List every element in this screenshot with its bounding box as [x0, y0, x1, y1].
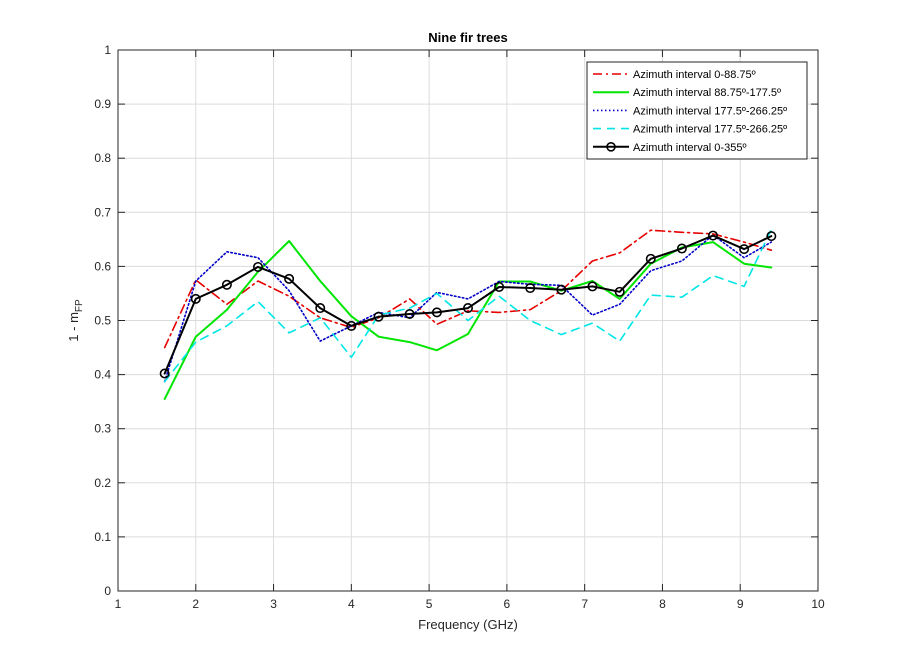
- y-tick-label: 0.5: [94, 314, 111, 328]
- data-point: [284, 273, 295, 284]
- legend-entry: Azimuth interval 177.5º-266.25º: [593, 105, 787, 117]
- series-group: [159, 228, 777, 400]
- data-point: [587, 281, 598, 292]
- y-tick-label: 0.6: [94, 259, 111, 273]
- legend-label: Azimuth interval 0-88.75º: [633, 69, 756, 81]
- series-3: [163, 234, 773, 383]
- x-tick-label: 4: [348, 597, 355, 611]
- legend-entry: Azimuth interval 0-88.75º: [593, 69, 756, 81]
- x-tick-label: 9: [737, 597, 744, 611]
- y-tick-label: 0.8: [94, 151, 111, 165]
- x-tick-label: 10: [811, 597, 825, 611]
- y-tick-label: 0.1: [94, 530, 111, 544]
- x-tick-label: 6: [504, 597, 511, 611]
- data-point: [346, 320, 357, 331]
- ticks: 1 2 3 4 5 6 7 8 9 10 0 0.1 0.2 0.3 0.4 0.5 0.6 0.7 0.8 0.9 1: [94, 43, 825, 611]
- x-tick-label: 5: [426, 597, 433, 611]
- data-point: [159, 368, 170, 379]
- chart-title: Nine fir trees: [428, 30, 507, 45]
- legend-label: Azimuth interval 88.75º-177.5º: [633, 87, 781, 99]
- x-tick-label: 7: [581, 597, 588, 611]
- series-5: [159, 230, 777, 379]
- data-point: [404, 309, 415, 320]
- grid: [117, 49, 819, 592]
- data-point: [221, 279, 232, 290]
- y-axis-label-main: 1 - m: [66, 312, 81, 342]
- data-point: [645, 253, 656, 264]
- legend-marker: [606, 142, 616, 152]
- series-line: [163, 234, 773, 383]
- data-point: [190, 293, 201, 304]
- data-point: [525, 283, 536, 294]
- y-tick-label: 0.7: [94, 205, 111, 219]
- legend-label: Azimuth interval 0-355º: [633, 142, 746, 154]
- x-tick-label: 3: [270, 597, 277, 611]
- y-axis-label: 1 - mFP: [66, 299, 85, 342]
- x-axis-label: Frequency (GHz): [418, 617, 518, 632]
- data-point: [556, 284, 567, 295]
- series-line: [163, 228, 773, 383]
- legend: Azimuth interval 0-88.75º Azimuth interva…: [586, 61, 808, 160]
- x-tick-label: 2: [192, 597, 199, 611]
- data-point: [431, 307, 442, 318]
- data-point: [739, 244, 750, 255]
- y-tick-label: 0.3: [94, 422, 111, 436]
- y-tick-label: 1: [104, 43, 111, 57]
- y-tick-label: 0.4: [94, 368, 111, 382]
- legend-entry: Azimuth interval 177.5º-266.25º: [593, 124, 787, 136]
- data-point: [373, 311, 384, 322]
- y-tick-label: 0.2: [94, 476, 111, 490]
- data-point: [462, 303, 473, 314]
- legend-label: Azimuth interval 177.5º-266.25º: [633, 124, 787, 136]
- series-4: [163, 228, 773, 383]
- data-point: [315, 303, 326, 314]
- legend-box: [586, 61, 808, 160]
- legend-entry: Azimuth interval 88.75º-177.5º: [593, 87, 781, 99]
- x-tick-label: 1: [115, 597, 122, 611]
- y-tick-label: 0.9: [94, 97, 111, 111]
- legend-entry: Azimuth interval 0-355º: [593, 142, 746, 154]
- data-point: [707, 230, 718, 241]
- data-point: [494, 281, 505, 292]
- data-point: [253, 261, 264, 272]
- legend-label: Azimuth interval 177.5º-266.25º: [633, 105, 787, 117]
- x-tick-label: 8: [659, 597, 666, 611]
- data-point: [676, 243, 687, 254]
- data-point: [614, 286, 625, 297]
- series-line: [163, 229, 773, 349]
- series-1: [163, 229, 773, 349]
- y-tick-label: 0: [104, 584, 111, 598]
- y-axis-label-subscript: FP: [74, 299, 85, 312]
- data-point: [766, 231, 777, 242]
- series-line: [163, 234, 773, 375]
